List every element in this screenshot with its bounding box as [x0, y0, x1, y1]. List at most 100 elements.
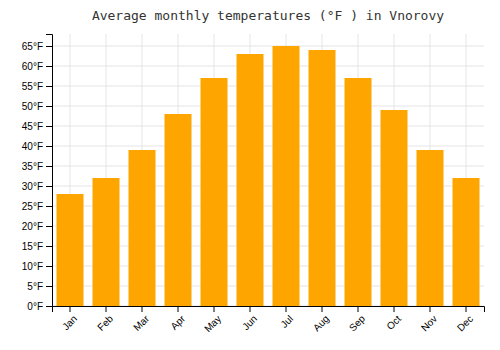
y-tick-mark — [46, 146, 52, 147]
y-tick: 0°F — [27, 301, 52, 312]
x-tick: Mar — [131, 306, 151, 333]
x-tick-mark — [106, 306, 107, 312]
x-tick: Nov — [419, 306, 439, 333]
y-tick-label: 5°F — [27, 281, 43, 292]
x-tick-mark — [178, 306, 179, 312]
bar — [129, 150, 156, 306]
bar — [345, 78, 372, 306]
y-tick-mark — [46, 226, 52, 227]
y-tick-mark — [46, 246, 52, 247]
x-tick-mark — [250, 306, 251, 312]
y-grid-line — [52, 126, 484, 127]
x-tick-label: Sep — [347, 313, 368, 334]
x-tick: Aug — [311, 306, 331, 333]
x-axis: Jan Feb Mar Apr May Jun Jul Aug Sep Oct Nov Dec — [53, 306, 485, 334]
bar — [57, 194, 84, 306]
y-tick-label: 60°F — [22, 61, 43, 72]
y-tick: 35°F — [22, 161, 52, 172]
bar — [453, 178, 480, 306]
y-tick: 25°F — [22, 201, 52, 212]
y-tick: 55°F — [22, 81, 52, 92]
x-tick: Jun — [240, 306, 259, 332]
y-tick-label: 35°F — [22, 161, 43, 172]
y-tick-mark — [46, 266, 52, 267]
y-tick-mark — [46, 66, 52, 67]
y-tick-mark — [46, 106, 52, 107]
x-tick-label: Aug — [311, 313, 331, 333]
x-tick-mark — [430, 306, 431, 312]
x-tick-label: Mar — [131, 313, 151, 333]
y-tick: 10°F — [22, 261, 52, 272]
y-tick: 50°F — [22, 101, 52, 112]
y-tick-mark — [46, 286, 52, 287]
y-tick: 30°F — [22, 181, 52, 192]
bar — [309, 50, 336, 306]
y-tick-label: 30°F — [22, 181, 43, 192]
x-tick-mark — [322, 306, 323, 312]
x-axis-line — [53, 307, 485, 313]
x-tick-label: Feb — [95, 313, 115, 333]
x-tick-mark — [394, 306, 395, 312]
grid — [52, 34, 484, 306]
x-tick: Jul — [278, 306, 295, 330]
y-tick-label: 25°F — [22, 201, 43, 212]
x-tick-mark — [142, 306, 143, 312]
x-tick: Sep — [347, 306, 368, 333]
y-grid-line — [52, 106, 484, 107]
y-axis-line — [46, 35, 53, 307]
y-tick: 20°F — [22, 221, 52, 232]
y-tick: 5°F — [27, 281, 52, 292]
x-tick-label: May — [202, 313, 223, 334]
y-tick: 15°F — [22, 241, 52, 252]
x-tick-label: Jan — [60, 313, 79, 332]
bar — [237, 54, 264, 306]
y-tick-mark — [46, 166, 52, 167]
x-tick-label: Oct — [384, 313, 403, 332]
x-tick: Jan — [60, 306, 79, 332]
y-tick-mark — [46, 86, 52, 87]
y-tick-label: 0°F — [27, 301, 43, 312]
bar — [381, 110, 408, 306]
y-grid-line — [52, 86, 484, 87]
bar — [417, 150, 444, 306]
plot: 0°F 5°F 10°F 15°F 20°F 25°F 30°F 35°F 40°F 45°F 50… — [22, 34, 485, 334]
x-tick-label: Dec — [455, 313, 475, 333]
y-tick-label: 20°F — [22, 221, 43, 232]
x-tick: Dec — [455, 306, 475, 333]
y-tick-label: 65°F — [22, 41, 43, 52]
y-grid-line — [52, 46, 484, 47]
bar — [201, 78, 228, 306]
x-tick-mark — [70, 306, 71, 312]
y-tick: 65°F — [22, 41, 52, 52]
x-tick-mark — [286, 306, 287, 312]
x-tick-mark — [466, 306, 467, 312]
y-tick-label: 40°F — [22, 141, 43, 152]
y-tick-mark — [46, 186, 52, 187]
x-tick-mark — [358, 306, 359, 312]
y-grid-line — [52, 146, 484, 147]
y-tick: 45°F — [22, 121, 52, 132]
x-tick-label: Jun — [240, 313, 259, 332]
x-tick-label: Apr — [168, 313, 187, 332]
y-tick-label: 15°F — [22, 241, 43, 252]
x-tick: May — [202, 306, 223, 334]
title: Average monthly temperatures (°F ) in Vn… — [92, 8, 444, 23]
bar — [165, 114, 192, 306]
bar — [273, 46, 300, 306]
y-tick-label: 50°F — [22, 101, 43, 112]
y-tick-mark — [46, 206, 52, 207]
chart: Average monthly temperatures (°F ) in Vn… — [0, 0, 500, 350]
y-tick: 60°F — [22, 61, 52, 72]
x-tick-mark — [214, 306, 215, 312]
y-tick: 40°F — [22, 141, 52, 152]
bar — [93, 178, 120, 306]
y-tick-mark — [46, 126, 52, 127]
x-tick-label: Nov — [419, 313, 439, 333]
y-tick-label: 45°F — [22, 121, 43, 132]
x-tick: Feb — [95, 306, 115, 333]
y-tick-label: 10°F — [22, 261, 43, 272]
y-tick-label: 55°F — [22, 81, 43, 92]
y-axis: 0°F 5°F 10°F 15°F 20°F 25°F 30°F 35°F 40°F 45°F 50… — [22, 35, 53, 312]
y-tick-mark — [46, 46, 52, 47]
bars — [57, 46, 480, 306]
